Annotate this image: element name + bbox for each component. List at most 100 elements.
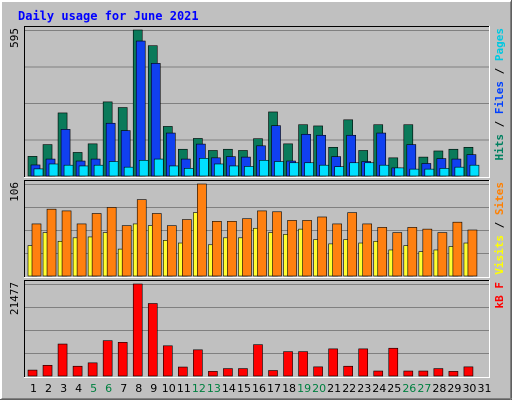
- bar-sites: [452, 221, 463, 277]
- bar-kb-f: [72, 365, 83, 377]
- bar-pages: [259, 159, 269, 177]
- x-tick-label: 28: [432, 382, 446, 395]
- x-axis: 1 2 3 4 5 6 7 8 9 10 11 12 13 14 15 16 17 18 19 20 21 22 23 24 2…: [30, 382, 491, 395]
- bar-kb-f: [403, 370, 414, 377]
- bar-sites: [227, 221, 237, 277]
- panel-sites-visits: 106 Visits / Sites: [8, 180, 506, 278]
- bar-pages: [439, 168, 450, 177]
- x-tick-label: 9: [150, 382, 157, 395]
- bar-pages: [184, 168, 194, 177]
- bar-sites: [61, 210, 72, 277]
- bar-pages: [454, 166, 465, 177]
- bar-sites: [242, 218, 252, 277]
- bar-pages: [214, 163, 224, 177]
- panel-kbytes: 21477 kB F: [8, 280, 506, 378]
- bar-sites: [332, 223, 342, 277]
- legend-entry: Files: [493, 81, 506, 114]
- bar-sites: [106, 207, 117, 277]
- x-tick-label: 22: [342, 382, 356, 395]
- bar-sites: [437, 232, 448, 277]
- x-tick-label: 23: [357, 382, 371, 395]
- bar-sites: [362, 223, 373, 277]
- bar-sites: [422, 228, 433, 277]
- bar-pages: [78, 165, 89, 177]
- bar-pages: [63, 164, 74, 177]
- bar-files: [135, 40, 146, 177]
- bar-sites: [136, 199, 147, 277]
- bar-kb-f: [313, 366, 323, 377]
- bar-pages: [289, 162, 299, 177]
- bar-sites: [31, 223, 42, 277]
- x-tick-label: 7: [120, 382, 127, 395]
- bar-pages: [48, 163, 59, 177]
- x-tick-label: 29: [447, 382, 461, 395]
- x-tick-label: 27: [417, 382, 431, 395]
- bar-sites: [121, 225, 132, 277]
- legend-entry: Hits: [493, 134, 506, 161]
- bar-pages: [229, 165, 239, 177]
- bar-kb-f: [147, 303, 158, 377]
- bar-kb-f: [283, 351, 293, 377]
- bar-pages: [33, 168, 44, 177]
- bar-pages: [244, 166, 254, 177]
- bar-sites: [377, 227, 388, 277]
- bar-sites: [302, 220, 312, 277]
- x-tick-label: 26: [402, 382, 416, 395]
- x-tick-label: 15: [237, 382, 251, 395]
- bar-kb-f: [162, 345, 173, 377]
- legend-entry: Visits: [493, 235, 506, 275]
- bar-kb-f: [253, 344, 263, 377]
- bar-kb-f: [117, 342, 128, 377]
- x-tick-label: 14: [222, 382, 236, 395]
- bar-sites: [347, 212, 357, 277]
- bar-kb-f: [448, 371, 459, 377]
- bar-sites: [287, 220, 297, 277]
- x-tick-label: 3: [60, 382, 67, 395]
- bar-pages: [469, 164, 480, 177]
- bar-sites: [46, 208, 57, 277]
- bar-kb-f: [223, 368, 233, 377]
- bar-sites: [392, 232, 403, 277]
- y-max-label: 106: [8, 182, 21, 202]
- x-tick-label: 12: [192, 382, 206, 395]
- bar-pages: [319, 164, 329, 177]
- bar-kb-f: [373, 370, 384, 377]
- legend-entry: Pages: [493, 28, 506, 61]
- bar-pages: [168, 165, 179, 177]
- x-tick-label: 1: [30, 382, 37, 395]
- bar-pages: [108, 161, 119, 177]
- legend-entry: /: [493, 61, 506, 81]
- bar-sites: [182, 219, 192, 277]
- legend: Hits / Files / Pages: [493, 28, 506, 161]
- x-tick-label: 2: [45, 382, 52, 395]
- bar-pages: [409, 168, 420, 177]
- bar-pages: [379, 164, 390, 177]
- bar-kb-f: [193, 349, 203, 377]
- bar-kb-f: [358, 348, 369, 377]
- bar-sites: [467, 229, 478, 277]
- legend-entry: Sites: [493, 182, 506, 215]
- bar-kb-f: [343, 365, 353, 377]
- x-tick-label: 18: [282, 382, 296, 395]
- bar-pages: [349, 162, 359, 177]
- x-tick-label: 5: [90, 382, 97, 395]
- bar-pages: [274, 161, 284, 177]
- panel-hits-files-pages: 595 Hits / Files / Pages: [8, 26, 506, 178]
- bar-sites: [91, 213, 102, 277]
- x-tick-label: 13: [207, 382, 221, 395]
- bar-kb-f: [433, 368, 444, 377]
- x-tick-label: 20: [312, 382, 326, 395]
- x-tick-label: 6: [105, 382, 112, 395]
- bar-kb-f: [178, 366, 188, 377]
- x-tick-label: 21: [327, 382, 341, 395]
- chart-title: Daily usage for June 2021: [18, 9, 199, 23]
- legend: Visits / Sites: [493, 182, 506, 275]
- x-tick-label: 31: [477, 382, 491, 395]
- x-tick-label: 19: [297, 382, 311, 395]
- bar-kb-f: [463, 366, 474, 377]
- bar-sites: [407, 227, 418, 277]
- bar-pages: [334, 166, 344, 177]
- y-max-label: 21477: [8, 282, 21, 315]
- x-tick-label: 8: [135, 382, 142, 395]
